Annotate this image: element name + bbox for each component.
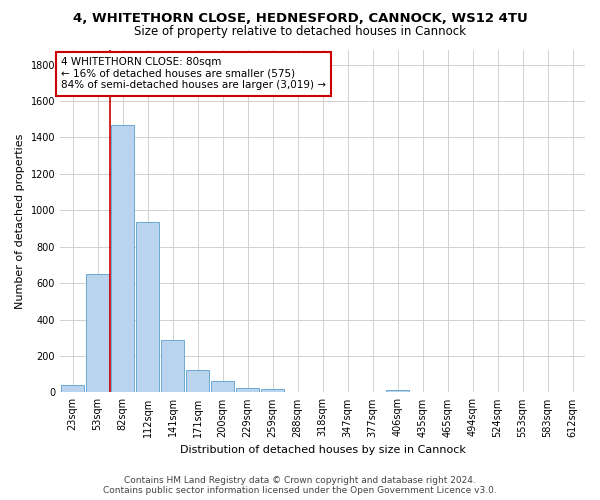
- Text: 4 WHITETHORN CLOSE: 80sqm
← 16% of detached houses are smaller (575)
84% of semi: 4 WHITETHORN CLOSE: 80sqm ← 16% of detac…: [61, 58, 326, 90]
- Bar: [86, 274, 109, 392]
- Bar: [261, 389, 284, 392]
- Bar: [161, 340, 184, 392]
- Text: Size of property relative to detached houses in Cannock: Size of property relative to detached ho…: [134, 25, 466, 38]
- Bar: [186, 370, 209, 392]
- Bar: [236, 388, 259, 392]
- Bar: [211, 380, 234, 392]
- Y-axis label: Number of detached properties: Number of detached properties: [15, 134, 25, 309]
- Text: 4, WHITETHORN CLOSE, HEDNESFORD, CANNOCK, WS12 4TU: 4, WHITETHORN CLOSE, HEDNESFORD, CANNOCK…: [73, 12, 527, 26]
- Bar: [61, 385, 84, 392]
- Bar: [111, 124, 134, 392]
- Bar: [136, 222, 159, 392]
- Bar: [386, 390, 409, 392]
- Text: Contains HM Land Registry data © Crown copyright and database right 2024.
Contai: Contains HM Land Registry data © Crown c…: [103, 476, 497, 495]
- X-axis label: Distribution of detached houses by size in Cannock: Distribution of detached houses by size …: [179, 445, 466, 455]
